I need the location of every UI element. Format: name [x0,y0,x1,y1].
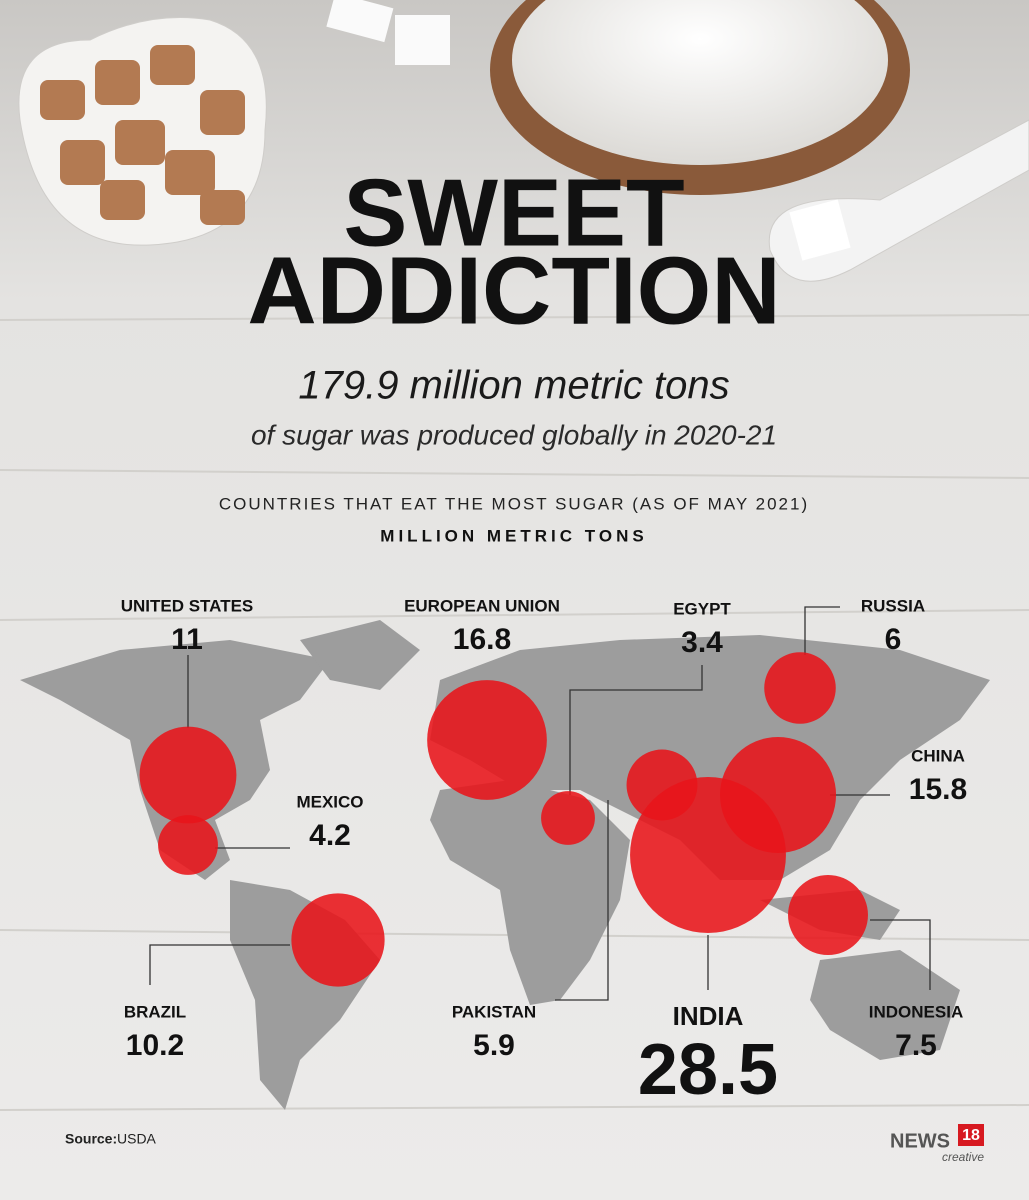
bubble [291,893,385,987]
country-label: EUROPEAN UNION [404,596,560,615]
source-label: Source: [65,1131,117,1147]
bubble [158,815,218,875]
source-text: USDA [117,1131,157,1147]
title-line: ADDICTION [247,237,780,344]
brand-name: NEWS [890,1130,950,1152]
country-label: BRAZIL [124,1002,186,1021]
bubble [788,875,868,955]
country-label: CHINA [911,746,965,765]
bubble [139,726,237,824]
country-label: INDIA [673,1001,744,1031]
value-label: 7.5 [895,1029,937,1062]
chart-subtitle: MILLION METRIC TONS [380,526,647,545]
brand-number: 18 [962,1127,980,1144]
title-line: SWEET [343,159,684,266]
connectors [149,606,931,1001]
country-label: PAKISTAN [452,1002,536,1021]
value-label: 3.4 [681,626,723,659]
subheadline: of sugar was produced globally in 2020-2… [251,419,777,450]
value-label: 5.9 [473,1029,515,1062]
connector [555,800,609,1001]
country-label: MEXICO [296,792,363,811]
bubble [630,777,786,933]
value-label: 28.5 [638,1030,778,1110]
country-label: UNITED STATES [121,596,254,615]
country-label: INDONESIA [869,1002,963,1021]
connector [149,944,290,985]
brand-tag: creative [942,1150,984,1164]
brand: NEWS 18 creative [890,1124,984,1164]
country-label: EGYPT [673,599,731,618]
bubble [764,652,836,724]
brand-badge [958,1124,984,1146]
photo-props [18,0,1029,282]
chart-title: COUNTRIES THAT EAT THE MOST SUGAR (AS OF… [219,494,809,513]
connector [569,665,703,795]
connector [804,606,840,655]
bubble [541,791,595,845]
value-label: 16.8 [453,623,511,656]
bubbles [139,652,868,987]
value-label: 4.2 [309,819,351,852]
value-label: 15.8 [909,773,967,806]
labels: UNITED STATES 11 EUROPEAN UNION 16.8 EGYPT 3.… [121,596,967,1110]
value-label: 11 [171,623,203,656]
connector [870,919,931,990]
country-label: RUSSIA [861,596,925,615]
headline: 179.9 million metric tons [298,364,729,408]
bubble [427,680,547,800]
value-label: 10.2 [126,1029,184,1062]
value-label: 6 [885,623,902,656]
